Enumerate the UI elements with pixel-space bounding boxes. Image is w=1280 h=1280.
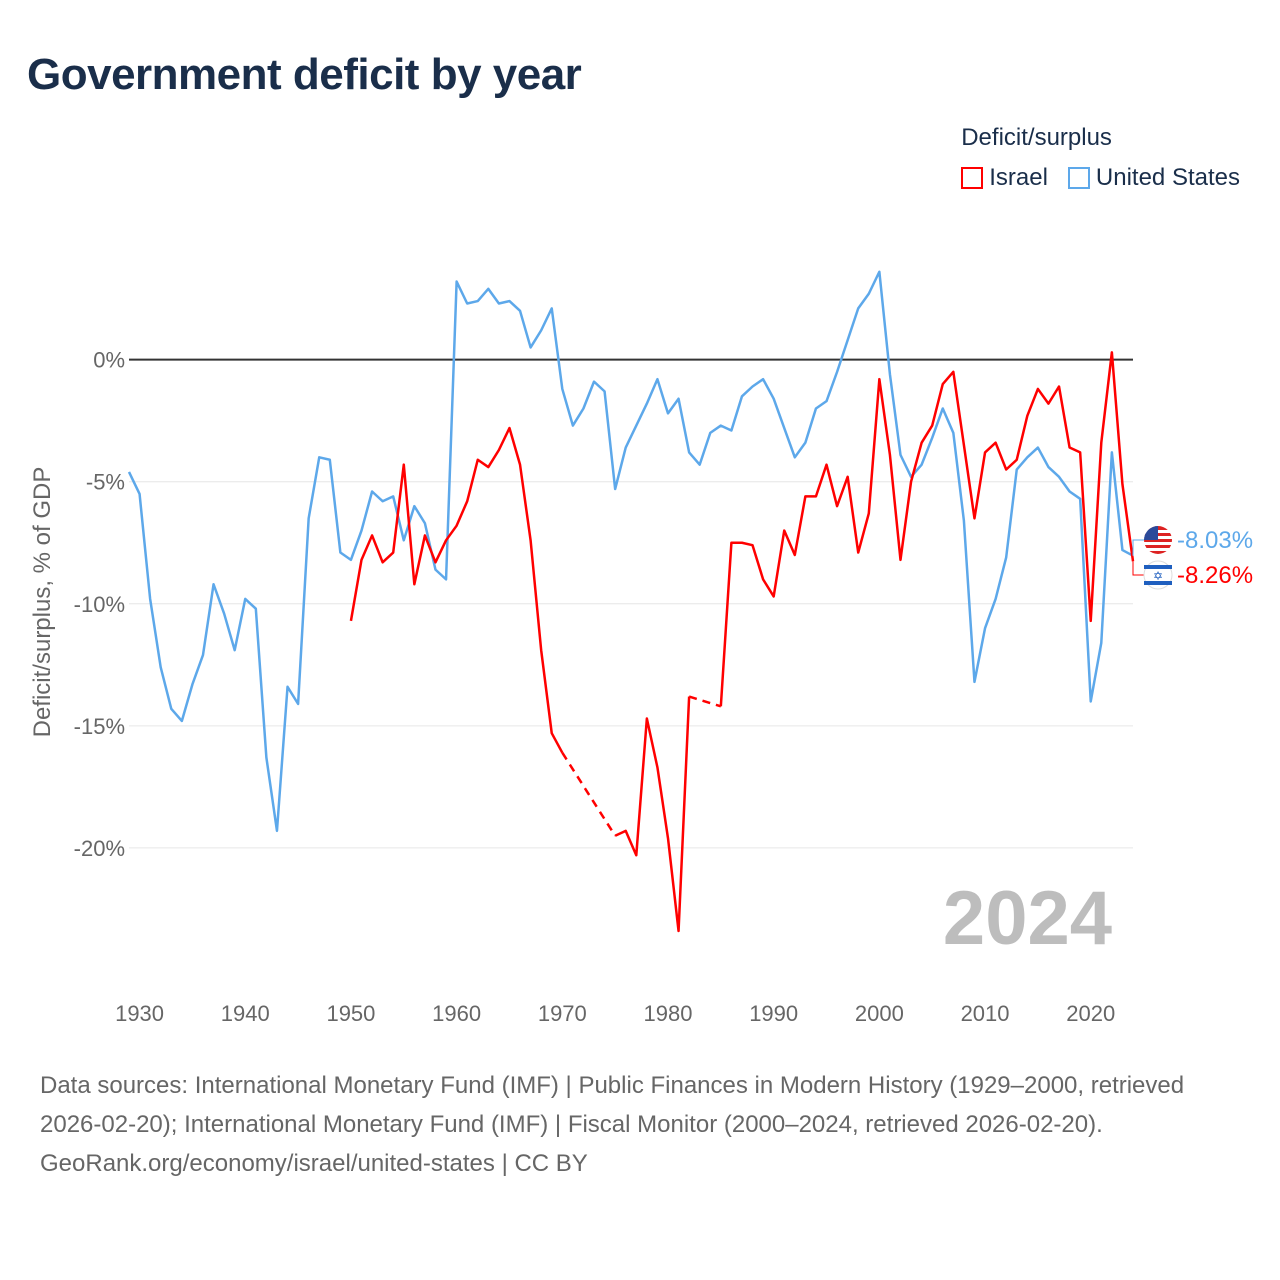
x-tick-label: 1980 <box>644 1001 693 1026</box>
y-tick-label: 0% <box>93 348 125 373</box>
series-line-united-states <box>127 270 1134 833</box>
y-tick-label: -5% <box>86 470 125 495</box>
end-label-israel: ✡ -8.26% <box>1132 560 1253 590</box>
legend-item-united-states[interactable]: United States <box>1067 164 1240 192</box>
legend-item-israel[interactable]: Israel <box>961 164 1048 192</box>
footer: Data sources: International Monetary Fun… <box>40 1066 1240 1183</box>
end-label-united-states: -8.03% <box>1132 526 1253 556</box>
end-value-label: -8.26% <box>1177 562 1253 589</box>
svg-text:✡: ✡ <box>1153 569 1163 583</box>
y-tick-label: -15% <box>74 714 125 739</box>
legend-title: Deficit/surplus <box>961 124 1112 151</box>
x-tick-label: 1990 <box>749 1001 798 1026</box>
y-tick-label: -10% <box>74 592 125 617</box>
y-tick-label: -20% <box>74 836 125 861</box>
end-label-connector <box>1132 539 1144 556</box>
x-tick-label: 1970 <box>538 1001 587 1026</box>
x-tick-label: 1950 <box>326 1001 375 1026</box>
chart-title: Government deficit by year <box>27 50 582 99</box>
us-flag-icon <box>1144 526 1172 554</box>
series-gap-israel <box>688 695 722 708</box>
attribution: GeoRank.org/economy/israel/united-states… <box>40 1150 588 1177</box>
y-axis-label: Deficit/surplus, % of GDP <box>29 467 56 738</box>
end-value-label: -8.03% <box>1177 527 1253 554</box>
israel-flag-icon: ✡ <box>1143 560 1173 590</box>
end-label-connector <box>1132 561 1144 576</box>
legend: Deficit/surplus Israel United States <box>961 124 1240 192</box>
series-line-israel <box>719 351 1135 707</box>
x-tick-label: 2020 <box>1066 1001 1115 1026</box>
x-tick-label: 2000 <box>855 1001 904 1026</box>
chart-plot: 0% -5% -10% -15% -20% 1930 1940 1950 1960 1970 198… <box>29 270 1253 1026</box>
x-tick-label: 1960 <box>432 1001 481 1026</box>
legend-swatch-united-states <box>1067 167 1090 189</box>
legend-swatch-israel <box>961 167 984 189</box>
x-tick-label: 1930 <box>115 1001 164 1026</box>
x-tick-label: 1940 <box>221 1001 270 1026</box>
legend-label-united-states: United States <box>1095 164 1240 191</box>
legend-label-israel: Israel <box>989 164 1048 191</box>
series-line-israel <box>614 696 691 933</box>
series-line-israel <box>349 426 564 754</box>
series-gap-israel <box>561 752 617 837</box>
year-watermark: 2024 <box>943 876 1112 961</box>
data-sources: Data sources: International Monetary Fun… <box>40 1072 1185 1138</box>
x-tick-label: 2010 <box>961 1001 1010 1026</box>
